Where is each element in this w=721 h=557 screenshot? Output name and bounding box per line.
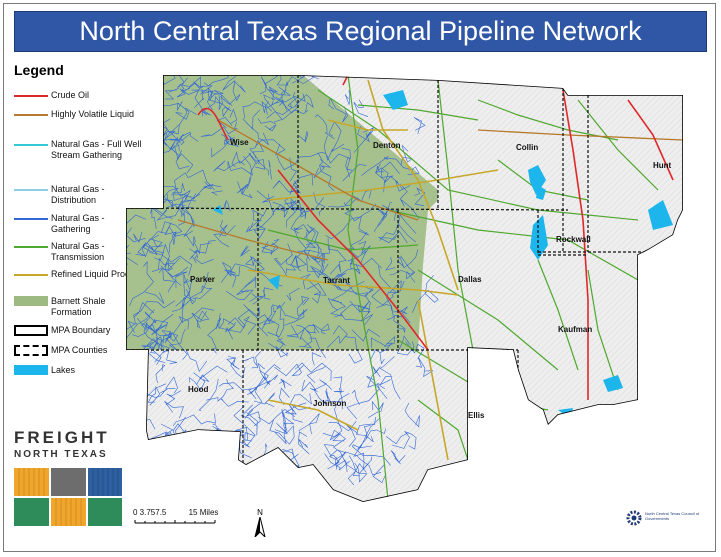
refined-liquid-lines [247,79,499,461]
freight-logo: FREIGHT NORTH TEXAS [14,428,129,535]
map-title: North Central Texas Regional Pipeline Ne… [14,11,707,52]
map-frame [3,3,716,552]
legend-item-label: Refined Liquid Product [51,269,143,279]
scale-ticks: 0 3.757.5 [133,508,167,517]
county-label: Hood [188,385,209,394]
logo-line1: FREIGHT [14,428,110,447]
county-label: Hunt [653,161,672,170]
county-label: Johnson [313,399,346,408]
legend-symbol [14,325,48,336]
gear-icon [626,510,642,526]
agency-name: North Central Texas Council of Governmen… [645,511,700,521]
legend-symbol [14,274,48,276]
legend-item-label: Barnett Shale Formation [51,296,106,317]
county-labels: Wise Denton Collin Hunt Parker Tarrant Dallas R… [188,138,672,420]
legend-item-label: Natural Gas - Full Well Stream Gathering [51,139,142,160]
legend-item-label: Natural Gas - Gathering [51,213,105,234]
north-arrow: N [252,508,268,539]
legend-symbol [14,246,48,248]
legend-symbol [14,345,48,356]
nctcog-logo: North Central Texas Council of Governmen… [625,509,710,529]
legend-item-label: Highly Volatile Liquid [51,109,135,119]
legend-symbol [14,296,48,306]
barnett-shale-formation [126,75,438,350]
container-stack-icon [14,468,122,526]
county-label: Dallas [458,275,482,284]
county-label: Denton [373,141,401,150]
legend-symbol [14,218,48,220]
county-label: Wise [230,138,249,147]
county-label: Kaufman [558,325,592,334]
county-label: Collin [516,143,538,152]
crude-oil-lines [197,75,674,400]
county-label: Ellis [468,411,485,420]
north-arrow-icon [254,516,266,539]
legend-item-label: Crude Oil [51,90,90,100]
legend-symbol [14,189,48,191]
county-borders[interactable] [126,75,648,465]
county-label: Rockwall [556,235,591,244]
logo-line2: NORTH TEXAS [14,449,108,460]
legend-heading: Legend [14,62,64,78]
county-label: Tarrant [323,276,350,285]
scale-end: 15 Miles [188,508,219,517]
legend-item-label: Natural Gas - Transmission [51,241,105,262]
pipeline-map[interactable]: Wise Denton Collin Hunt Parker Tarrant Dallas R… [118,70,688,510]
legend-symbol [14,95,48,97]
legend-symbol [14,365,48,375]
legend-item-label: MPA Counties [51,345,108,355]
north-label: N [257,508,263,517]
legend-item-label: Lakes [51,365,76,375]
legend-symbol [14,114,48,116]
legend-item-label: Natural Gas - Distribution [51,184,105,205]
mpa-boundary[interactable] [126,75,683,502]
legend: Legend [14,62,144,83]
lakes [213,90,673,418]
county-label: Parker [190,275,215,284]
scale-ruler [134,520,216,524]
scale-bar: 0 3.757.5 15 Miles [133,508,253,527]
legend-symbol [14,144,48,146]
legend-item-label: MPA Boundary [51,325,111,335]
hvl-lines [177,119,683,261]
